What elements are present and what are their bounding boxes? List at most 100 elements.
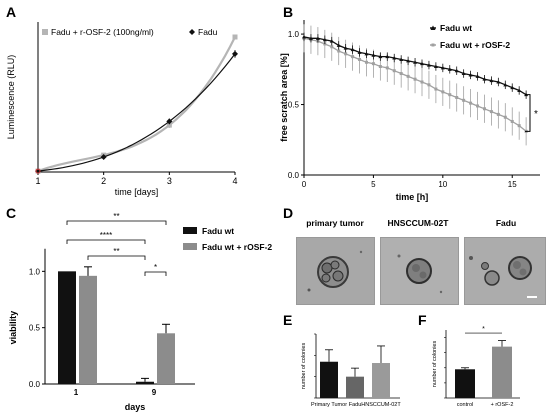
- b-y-tick-label: 1.0: [288, 30, 300, 39]
- b-point: [483, 107, 486, 110]
- c-significance-bracket: [88, 256, 145, 260]
- c-bar: [136, 382, 154, 384]
- a-legend-marker-1: [42, 29, 48, 35]
- c-significance-label: **: [113, 247, 119, 256]
- b-significance-star: *: [534, 109, 538, 120]
- c-significance-bracket: [67, 221, 166, 225]
- b-point: [351, 55, 354, 58]
- c-y-label: viability: [8, 311, 18, 345]
- photo-title-primary-tumor: primary tumor: [302, 218, 368, 228]
- b-point: [511, 120, 514, 123]
- b-point: [400, 72, 403, 75]
- b-point: [421, 81, 424, 84]
- c-legend-swatch-1: [183, 227, 197, 234]
- a-x-tick-label: 4: [232, 176, 237, 186]
- c-significance-label: *: [154, 263, 157, 272]
- c-significance-label: ****: [100, 231, 112, 240]
- b-legend-label-2: Fadu wt + rOSF-2: [440, 40, 510, 50]
- photo-title-hnsccum: HNSCCUM-02T: [378, 218, 458, 228]
- b-point: [386, 66, 389, 69]
- c-legend-label-2: Fadu wt + rOSF-2: [202, 242, 272, 252]
- b-point: [330, 45, 333, 48]
- photo-title-fadu: Fadu: [466, 218, 546, 228]
- c-bar: [157, 333, 175, 384]
- e-bar: [320, 362, 338, 398]
- a-series-line: [38, 37, 235, 171]
- b-point: [518, 124, 521, 127]
- c-bar: [79, 276, 97, 384]
- b-point: [490, 110, 493, 113]
- photo-fadu-image: [465, 238, 545, 304]
- f-x-tick-label: control: [457, 402, 474, 408]
- c-x-tick-label: 9: [152, 388, 157, 397]
- b-point: [379, 65, 382, 68]
- b-x-tick-label: 10: [438, 180, 447, 189]
- b-point: [504, 116, 507, 119]
- f-y-label: number of colonies: [432, 341, 438, 388]
- b-point: [414, 78, 417, 81]
- e-bar: [372, 363, 390, 398]
- b-x-label: time [h]: [396, 192, 429, 202]
- a-series-line: [38, 54, 235, 171]
- f-x-tick-label: + rOSF-2: [491, 402, 514, 408]
- b-legend-label-1: Fadu wt: [440, 23, 472, 33]
- b-y-tick-label: 0.0: [288, 171, 300, 180]
- f-bar: [492, 347, 512, 398]
- a-x-tick-label: 2: [101, 176, 106, 186]
- b-x-tick-label: 15: [508, 180, 517, 189]
- e-x-tick-label: HNSCCUM-02T: [361, 402, 401, 408]
- b-point: [344, 52, 347, 55]
- c-legend-label-1: Fadu wt: [202, 226, 234, 236]
- e-x-tick-label: Fadu: [349, 402, 362, 408]
- b-point: [372, 62, 375, 65]
- a-point: [233, 35, 238, 40]
- a-legend-label-2: Fadu: [198, 27, 218, 37]
- b-y-tick-label: 0.5: [288, 101, 300, 110]
- b-y-label: free scratch area [%]: [279, 53, 289, 142]
- a-x-label: time [days]: [115, 187, 159, 197]
- c-y-tick-label: 0.5: [29, 324, 41, 333]
- b-point: [434, 88, 437, 91]
- b-point: [393, 69, 396, 72]
- f-bar: [455, 369, 475, 398]
- b-point: [462, 99, 465, 102]
- b-point: [337, 50, 340, 53]
- e-y-label: number of colonies: [301, 343, 307, 390]
- c-x-label: days: [125, 402, 146, 412]
- c-y-tick-label: 0.0: [29, 380, 41, 389]
- photo-hnsccum: [380, 237, 459, 305]
- photo-hnsccum-image: [381, 238, 458, 304]
- c-significance-label: **: [113, 212, 119, 221]
- a-legend-label-1: Fadu + r-OSF-2 (100ng/ml): [51, 27, 154, 37]
- photo-primary-tumor: [296, 237, 375, 305]
- b-x-tick-label: 5: [371, 180, 376, 189]
- c-y-tick-label: 1.0: [29, 267, 41, 276]
- b-point: [469, 102, 472, 105]
- b-point: [441, 90, 444, 93]
- c-x-tick-label: 1: [74, 388, 79, 397]
- photo-primary-tumor-image: [297, 238, 374, 304]
- a-y-label: Luminescence (RLU): [6, 55, 16, 140]
- a-x-tick-label: 3: [167, 176, 172, 186]
- b-x-tick-label: 0: [302, 180, 307, 189]
- b-point: [448, 93, 451, 96]
- b-legend-marker-2: [432, 44, 435, 47]
- a-x-tick-label: 1: [35, 176, 40, 186]
- e-x-tick-label: Primary Tumor: [311, 402, 347, 408]
- b-point: [427, 83, 430, 86]
- b-point: [497, 113, 500, 116]
- b-point: [455, 96, 458, 99]
- c-legend-swatch-2: [183, 243, 197, 250]
- c-significance-bracket: [145, 272, 166, 276]
- b-point: [365, 61, 368, 64]
- b-point: [407, 75, 410, 78]
- c-significance-bracket: [67, 240, 145, 244]
- c-bar: [58, 271, 76, 384]
- photo-fadu: [464, 237, 546, 305]
- b-point: [358, 58, 361, 61]
- b-point: [476, 104, 479, 107]
- f-significance-label: *: [482, 326, 485, 333]
- e-bar: [346, 377, 364, 398]
- a-legend-marker-2: [189, 29, 195, 35]
